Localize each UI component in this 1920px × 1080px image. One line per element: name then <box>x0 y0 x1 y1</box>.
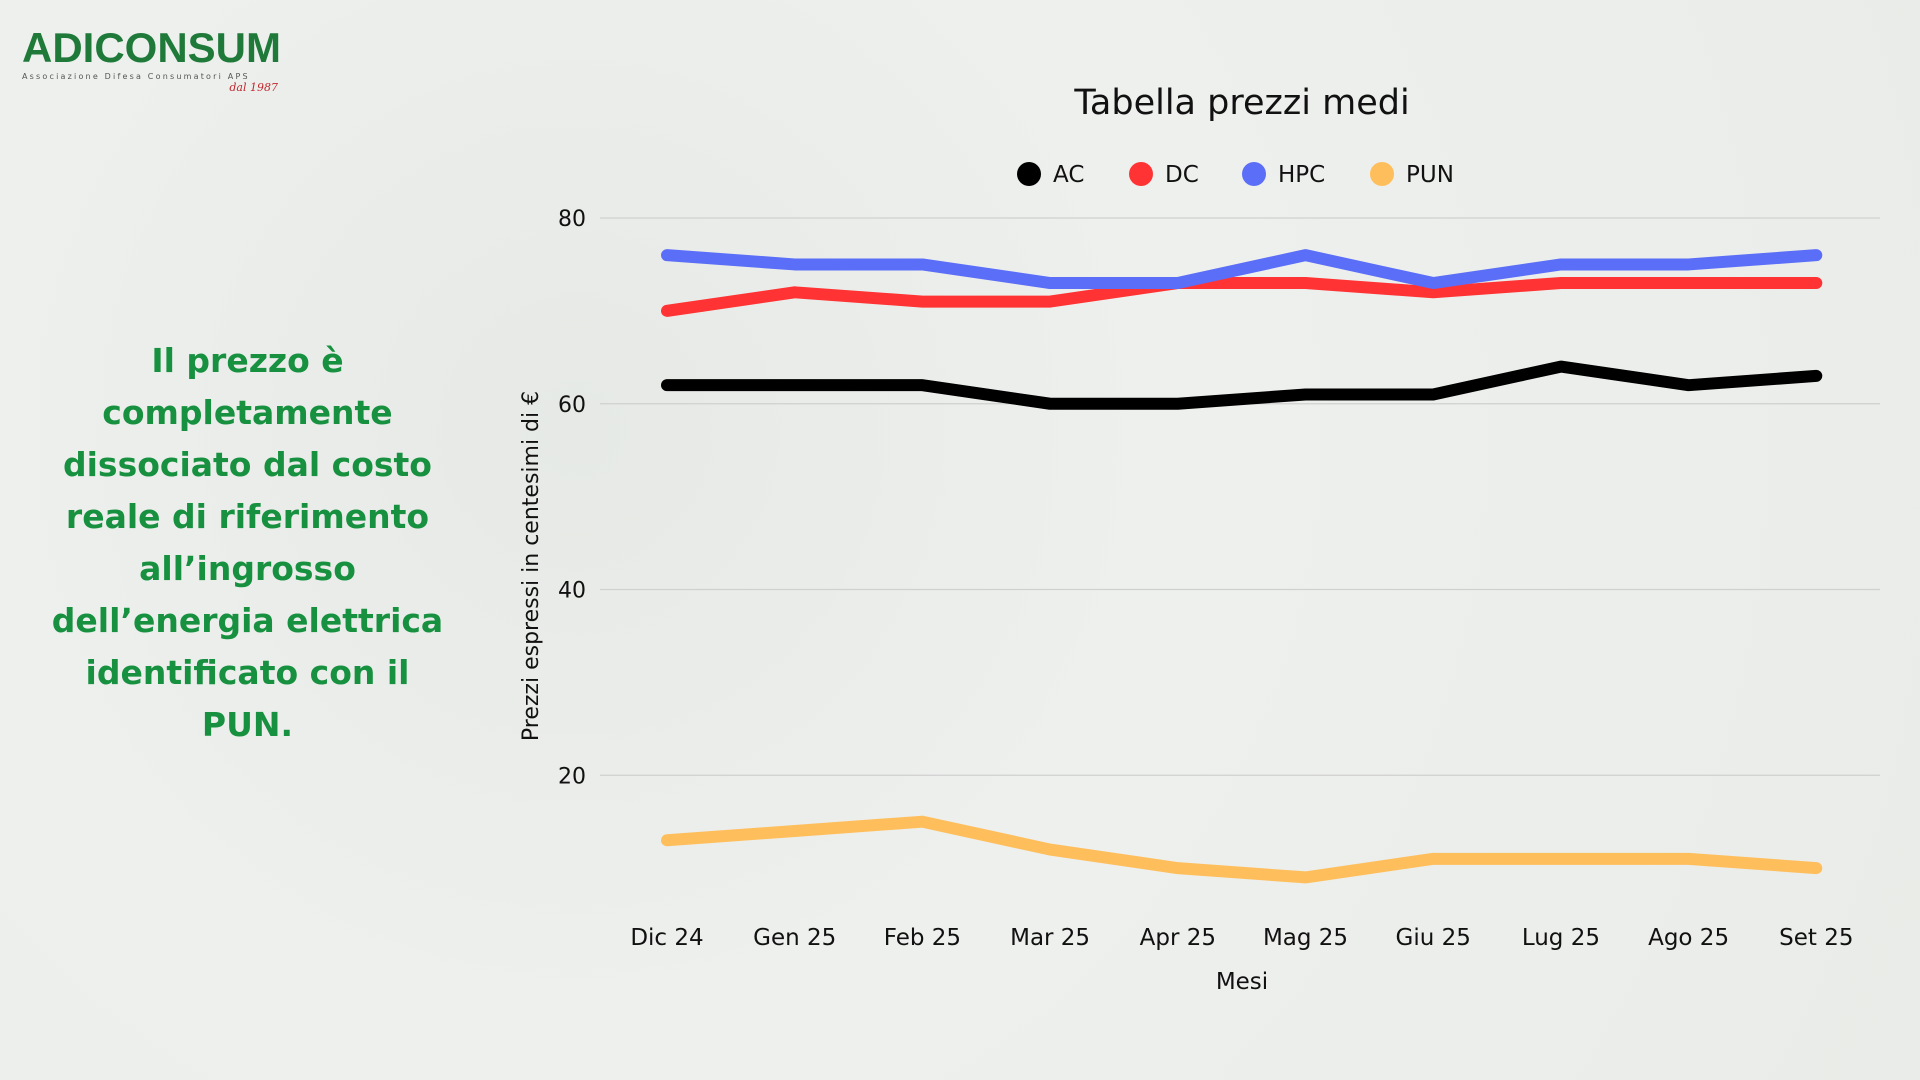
legend-label-pun: PUN <box>1406 162 1454 188</box>
claim-text: Il prezzo è completamente dissociato dal… <box>51 341 444 744</box>
y-tick-label: 20 <box>558 764 586 789</box>
x-tick-label: Ago 25 <box>1648 925 1729 951</box>
y-axis-label: Prezzi espressi in centesimi di € <box>519 391 544 741</box>
x-tick-label: Gen 25 <box>753 925 836 951</box>
x-tick-label: Mag 25 <box>1263 925 1348 951</box>
legend-label-dc: DC <box>1165 162 1199 188</box>
adiconsum-logo: ADICONSUM Associazione Difesa Consumator… <box>22 24 282 95</box>
y-tick-label: 80 <box>558 207 586 232</box>
x-tick-label: Mar 25 <box>1010 925 1090 951</box>
logo-since: dal 1987 <box>229 81 278 94</box>
x-tick-label: Lug 25 <box>1522 925 1600 951</box>
legend-label-hpc: HPC <box>1278 162 1325 188</box>
chart-title: Tabella prezzi medi <box>1073 83 1409 123</box>
x-axis-label: Mesi <box>1216 969 1268 995</box>
x-tick-label: Dic 24 <box>630 925 703 951</box>
legend-marker-ac <box>1017 162 1041 186</box>
legend-marker-dc <box>1129 162 1153 186</box>
x-tick-label: Apr 25 <box>1140 925 1216 951</box>
logo-name: ADICONSUM <box>22 24 281 71</box>
series-line-hpc <box>661 249 1823 290</box>
x-tick-label: Feb 25 <box>884 925 961 951</box>
legend-label-ac: AC <box>1053 162 1084 188</box>
series-line-pun <box>661 815 1823 884</box>
logo-subtitle: Associazione Difesa Consumatori APS <box>22 72 250 81</box>
legend-marker-hpc <box>1242 162 1266 186</box>
y-tick-label: 40 <box>558 579 586 604</box>
series-line-ac <box>661 360 1823 410</box>
y-tick-label: 60 <box>558 393 586 418</box>
series-line-dc <box>661 277 1823 317</box>
x-tick-label: Giu 25 <box>1396 925 1471 951</box>
legend-marker-pun <box>1370 162 1394 186</box>
x-tick-label: Set 25 <box>1779 925 1853 951</box>
